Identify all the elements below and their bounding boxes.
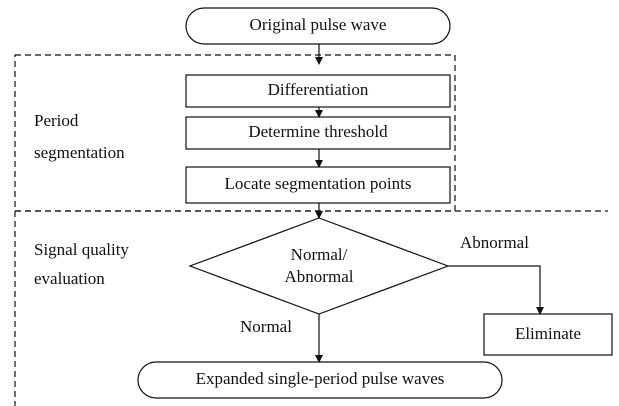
node-label: Eliminate: [515, 324, 581, 343]
text-line: Normal/: [291, 245, 348, 264]
node-label: Determine threshold: [248, 122, 388, 141]
edge-label: Normal: [240, 317, 292, 336]
edge-label: Abnormal: [460, 233, 529, 252]
process-box: [483, 313, 613, 356]
arrow: [448, 265, 544, 315]
node-label: Original pulse wave: [250, 15, 387, 34]
process-box: [185, 74, 451, 108]
start-node: [185, 7, 451, 45]
text-line: Signal quality: [34, 240, 129, 259]
text-line: evaluation: [34, 269, 105, 288]
period-group: [14, 54, 456, 212]
quality-group: [14, 210, 608, 406]
text-line: Period: [34, 111, 79, 130]
node-label: Differentiation: [268, 80, 369, 99]
text-line: Abnormal: [285, 267, 354, 286]
group-label: Period segmentation: [34, 111, 125, 162]
group-label: Signal quality evaluation: [34, 240, 129, 288]
node-label: Expanded single-period pulse waves: [196, 369, 445, 388]
node-label: Locate segmentation points: [225, 174, 412, 193]
node-label: Normal/Abnormal: [285, 245, 354, 286]
text-line: segmentation: [34, 143, 125, 162]
process-box: [185, 116, 451, 150]
